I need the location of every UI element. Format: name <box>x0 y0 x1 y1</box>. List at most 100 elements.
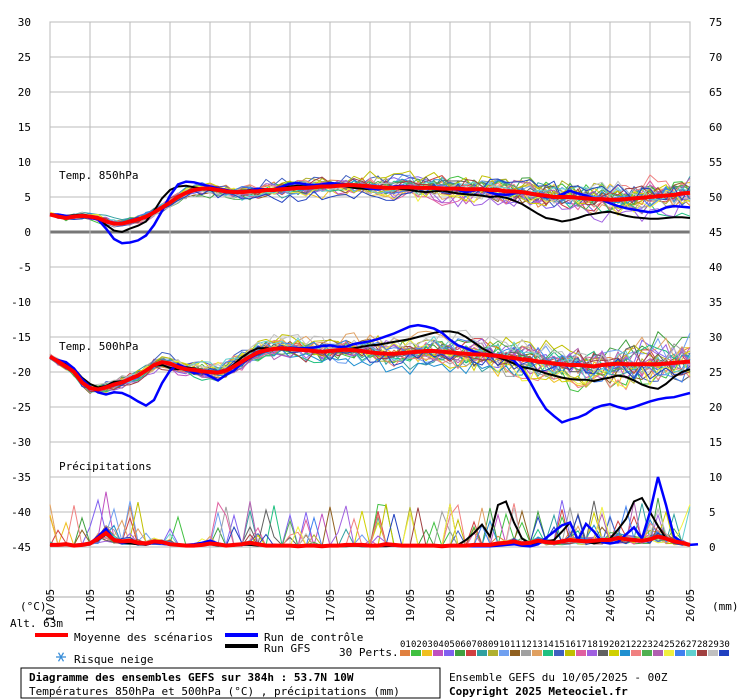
panel-label-precip: Précipitations <box>59 460 152 473</box>
control-t500-line <box>49 323 691 424</box>
member-legend-swatch <box>532 650 542 656</box>
panel-label-t500: Temp. 500hPa <box>59 340 138 353</box>
legend-gfs-swatch <box>225 644 258 648</box>
right-tick-label: 0 <box>709 541 716 554</box>
legend-mean-swatch <box>35 633 68 637</box>
member-legend-swatch <box>455 650 465 656</box>
member-legend-swatch <box>565 650 575 656</box>
member-legend-number: 19 <box>598 640 609 650</box>
member-legend-swatch <box>488 650 498 656</box>
legend-gfs-label: Run GFS <box>264 642 310 655</box>
left-tick-label: -30 <box>11 436 31 449</box>
member-legend-swatch <box>686 650 696 656</box>
mean-precip-line <box>50 530 691 549</box>
right-tick-label: 65 <box>709 86 722 99</box>
member-legend-swatch <box>719 650 729 656</box>
right-tick-label: 35 <box>709 296 722 309</box>
x-tick-label: 25/05 <box>644 589 657 622</box>
left-tick-label: -45 <box>11 541 31 554</box>
x-tick-label: 26/05 <box>684 589 697 622</box>
legend-perts-label: 30 Perts. <box>339 646 399 659</box>
right-tick-label: 20 <box>709 401 722 414</box>
right-tick-label: 75 <box>709 16 722 29</box>
right-tick-label: 70 <box>709 51 722 64</box>
member-legend-swatch <box>664 650 674 656</box>
member-legend-number: 14 <box>543 640 554 650</box>
x-tick-label: 18/05 <box>364 589 377 622</box>
left-tick-label: -40 <box>11 506 31 519</box>
member-legend-number: 25 <box>664 640 675 650</box>
right-tick-label: 5 <box>709 506 716 519</box>
member-legend-swatch <box>642 650 652 656</box>
left-tick-label: 15 <box>18 121 31 134</box>
member-legend: 01 02 03 04 05 06 07 08 09 10 11 12 13 14 15 16 17 18 19 20… <box>400 640 730 656</box>
left-tick-label: 30 <box>18 16 31 29</box>
left-tick-label: 25 <box>18 51 31 64</box>
member-legend-swatch <box>411 650 421 656</box>
member-legend-number: 18 <box>587 640 598 650</box>
x-tick-label: 23/05 <box>564 589 577 622</box>
x-tick-label: 11/05 <box>84 589 97 622</box>
footer-copyright: Copyright 2025 Meteociel.fr <box>449 685 628 698</box>
panel-label-t850: Temp. 850hPa <box>59 169 138 182</box>
legend-snow-label: Risque neige <box>74 653 153 666</box>
left-tick-label: 0 <box>24 226 31 239</box>
control-t850-line <box>50 180 691 245</box>
right-tick-label: 25 <box>709 366 722 379</box>
member-legend-number: 10 <box>499 640 510 650</box>
x-tick-label: 15/05 <box>244 589 257 622</box>
member-legend-swatch <box>510 650 520 656</box>
member-legend-number: 28 <box>697 640 708 650</box>
legend-control-label: Run de contrôle <box>264 631 363 644</box>
member-legend-number: 07 <box>466 640 477 650</box>
member-legend-swatch <box>554 650 564 656</box>
title-box <box>20 667 441 699</box>
member-legend-swatch <box>675 650 685 656</box>
mean-t850-line <box>49 183 691 226</box>
right-tick-label: 45 <box>709 226 722 239</box>
left-tick-label: -15 <box>11 331 31 344</box>
member-legend-number: 12 <box>521 640 532 650</box>
member-legend-swatch <box>444 650 454 656</box>
left-tick-label: 10 <box>18 156 31 169</box>
left-tick-label: -10 <box>11 296 31 309</box>
left-tick-label: -25 <box>11 401 31 414</box>
member-legend-swatch <box>521 650 531 656</box>
left-tick-label: 20 <box>18 86 31 99</box>
member-legend-number: 20 <box>609 640 620 650</box>
x-tick-label: 17/05 <box>324 589 337 622</box>
member-legend-number: 21 <box>620 640 631 650</box>
left-tick-label: -5 <box>18 261 31 274</box>
member-legend-number: 15 <box>554 640 565 650</box>
main-series-lines <box>48 180 699 549</box>
member-legend-number: 11 <box>510 640 521 650</box>
member-legend-swatch <box>543 650 553 656</box>
x-tick-label: 16/05 <box>284 589 297 622</box>
member-legend-swatch <box>653 650 663 656</box>
member-legend-number: 13 <box>532 640 543 650</box>
member-legend-swatch <box>477 650 487 656</box>
member-legend-number: 22 <box>631 640 642 650</box>
chart-subtitle: Températures 850hPa et 500hPa (°C) , pré… <box>29 685 400 698</box>
member-legend-number: 01 <box>400 640 411 650</box>
member-legend-number: 29 <box>708 640 719 650</box>
mean-t500-line <box>48 346 691 392</box>
x-tick-label: 14/05 <box>204 589 217 622</box>
snowflake-icon <box>56 652 66 662</box>
member-legend-number: 04 <box>433 640 444 650</box>
right-tick-label: 30 <box>709 331 722 344</box>
member-legend-swatch <box>433 650 443 656</box>
member-legend-swatch <box>598 650 608 656</box>
member-legend-swatch <box>697 650 707 656</box>
member-legend-number: 03 <box>422 640 433 650</box>
member-legend-swatch <box>587 650 597 656</box>
member-legend-number: 06 <box>455 640 466 650</box>
member-legend-number: 30 <box>719 640 730 650</box>
chart-title: Diagramme des ensembles GEFS sur 384h : … <box>29 671 354 684</box>
x-tick-label: 20/05 <box>444 589 457 622</box>
right-tick-label: 40 <box>709 261 722 274</box>
altitude-label: Alt. 63m <box>10 617 63 630</box>
x-tick-label: 21/05 <box>484 589 497 622</box>
